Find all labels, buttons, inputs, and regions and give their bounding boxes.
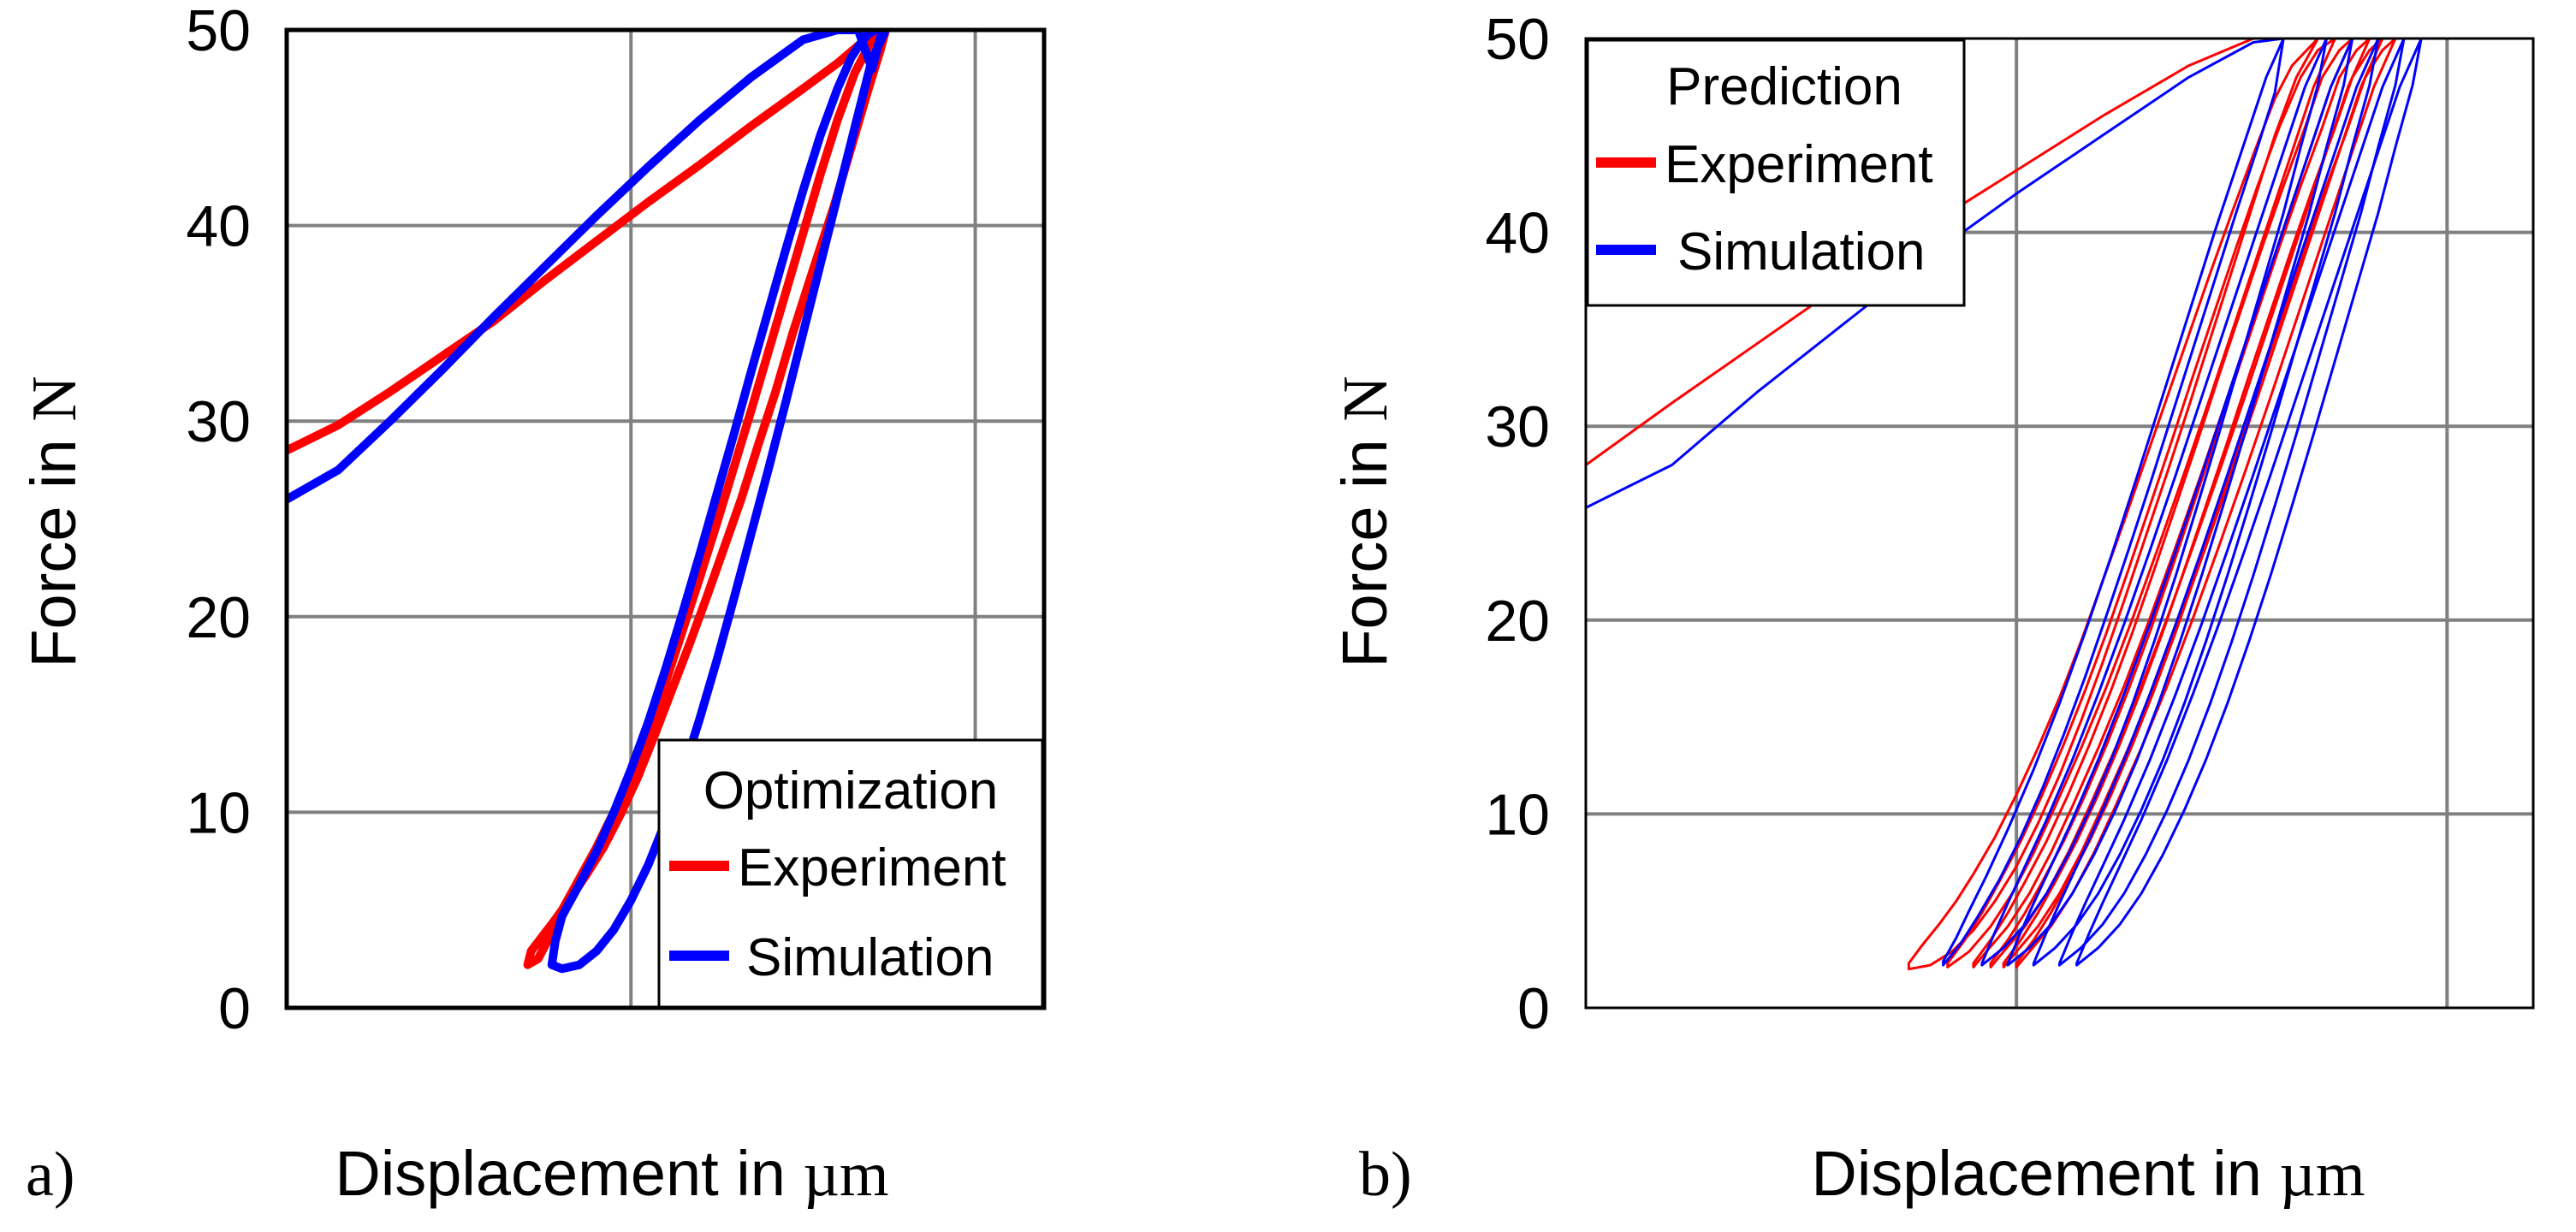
y-tick-label-50-a: 50 [186,0,251,63]
plot-frame-b [1584,37,2535,1010]
legend-label-simulation-b: Simulation [1677,222,1925,281]
series-line-experiment-a [287,30,890,969]
legend-box-b [1586,38,1966,307]
y-tick-label-0-a: 0 [218,976,251,1041]
panel-label-b: b) [1359,1140,1412,1210]
legend-a: Optimization Experiment Simulation [657,738,1044,1009]
series-cycle-simulation-2-b [1980,38,2328,967]
y-tick-label-30-a: 30 [186,389,251,454]
series-envelope-experiment-b [1586,38,2285,466]
y-tick-label-0-b: 0 [1517,976,1550,1041]
panel-label-a: a) [26,1140,75,1210]
y-tick-label-40-b: 40 [1485,201,1550,266]
x-axis-title-a: Displacement in µm [335,1138,888,1210]
legend-title-a: Optimization [703,761,999,820]
series-b [1586,38,2423,971]
series-envelope-simulation-b [1586,38,2285,509]
y-tick-label-10-a: 10 [186,780,251,845]
y-tick-label-10-b: 10 [1485,782,1550,847]
y-tick-label-50-b: 50 [1485,7,1550,72]
y-tick-label-30-b: 30 [1485,394,1550,459]
series-cycle-experiment-4-b [1989,38,2371,968]
y-tick-label-20-b: 20 [1485,589,1550,654]
series-cycle-simulation-6-b [2075,38,2423,967]
y-tick-labels-b: 0 10 20 30 40 50 [1485,7,1550,1041]
y-tick-label-40-a: 40 [186,194,251,259]
y-axis-title-a: Force in N [18,376,90,667]
series-cycle-experiment-2-b [1946,38,2336,968]
series-cycle-experiment-6-b [2015,38,2397,968]
y-axis-title-b: Force in N [1329,376,1401,667]
series-cycle-simulation-1-b [1942,38,2285,967]
y-tick-labels-a: 0 10 20 30 40 50 [186,0,251,1041]
series-cycle-simulation-3-b [2006,38,2354,967]
x-axis-title-b: Displacement in µm [1811,1138,2365,1210]
legend-label-simulation-a: Simulation [746,928,994,987]
panel-a: 0 10 20 30 40 50 Force in N Displacement in µ… [18,0,1047,1210]
series-cycle-experiment-1-b [1907,38,2319,971]
y-tick-label-20-a: 20 [186,585,251,650]
series-line-simulation-a [287,30,890,974]
legend-label-experiment-a: Experiment [738,838,1006,897]
legend-box-a [657,738,1044,1009]
legend-label-experiment-b: Experiment [1665,135,1933,194]
series-cycle-simulation-4-b [2032,38,2380,967]
panel-b: 0 10 20 30 40 50 Force in N Displacement in µ… [1329,7,2535,1210]
legend-b: Prediction Experiment Simulation [1586,38,1966,307]
legend-title-b: Prediction [1666,57,1902,116]
series-cycle-simulation-5-b [2058,38,2406,967]
series-a [287,30,890,974]
